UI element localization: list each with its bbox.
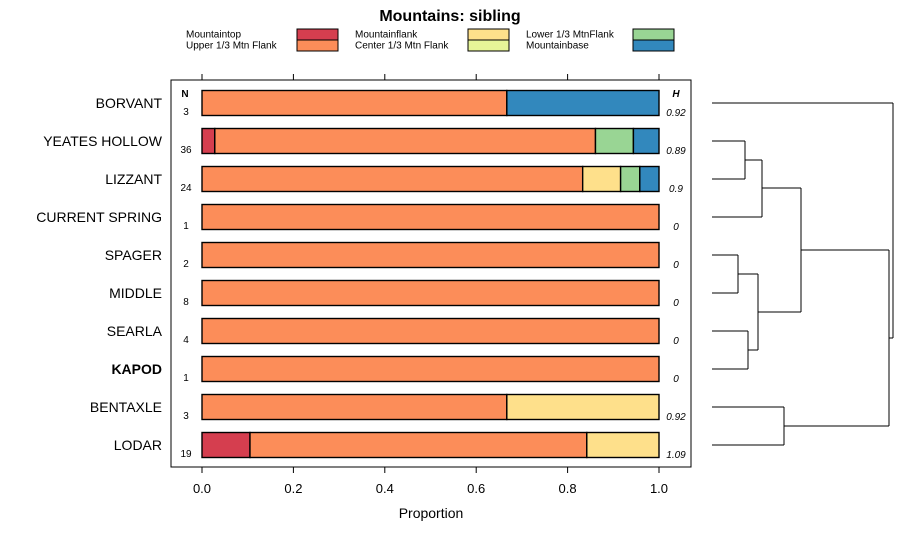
legend-label-mountaintop: Mountaintop — [186, 30, 241, 41]
x-tick-label: 0.2 — [284, 481, 302, 496]
n-value-current-spring: 1 — [183, 221, 189, 232]
h-value-kapod: 0 — [673, 374, 679, 385]
row-label-middle: MIDDLE — [109, 285, 162, 301]
bar-segment-middle-upper-1-3-mtn-flank — [201, 279, 660, 307]
n-value-middle: 8 — [183, 297, 189, 308]
row-label-searla: SEARLA — [107, 323, 163, 339]
bar-segment-lizzant-mountainflank — [581, 165, 622, 193]
legend-swatch-center-1-3-mtn-flank — [467, 39, 510, 52]
row-label-kapod: KAPOD — [111, 361, 162, 377]
bar-segment-yeates-hollow-lower-1-3-mtnflank — [594, 127, 635, 155]
row-label-lizzant: LIZZANT — [105, 171, 162, 187]
n-value-lizzant: 24 — [180, 183, 192, 194]
bar-segment-lodar-mountainflank — [586, 431, 660, 459]
n-value-searla: 4 — [183, 335, 189, 346]
x-tick-label: 0.6 — [467, 481, 485, 496]
legend-swatch-upper-1-3-mtn-flank — [296, 39, 339, 52]
bar-segment-lizzant-mountainbase — [639, 165, 660, 193]
bar-segment-kapod-upper-1-3-mtn-flank — [201, 355, 660, 383]
x-tick-label: 0.0 — [193, 481, 211, 496]
legend-swatch-mountainflank — [467, 28, 510, 41]
legend-label-upper-1-3-mtn-flank: Upper 1/3 Mtn Flank — [186, 41, 278, 52]
x-axis-title: Proportion — [399, 505, 464, 521]
bar-segment-spager-upper-1-3-mtn-flank — [201, 241, 660, 269]
h-value-lodar: 1.09 — [666, 450, 686, 461]
plot-frame — [170, 79, 692, 468]
bar-segment-borvant-mountainbase — [506, 89, 660, 117]
x-tick-label: 1.0 — [650, 481, 668, 496]
x-axis: 0.0 0.2 0.4 0.6 0.8 1.0 — [193, 74, 668, 496]
n-value-lodar: 19 — [180, 449, 192, 460]
row-label-borvant: BORVANT — [96, 95, 163, 111]
legend-label-mountainflank: Mountainflank — [355, 30, 418, 41]
bar-segment-yeates-hollow-mountainbase — [632, 127, 660, 155]
h-column-header: H — [672, 89, 680, 100]
h-value-borvant: 0.92 — [666, 108, 686, 119]
h-value-lizzant: 0.9 — [669, 184, 683, 195]
row-label-spager: SPAGER — [105, 247, 162, 263]
h-value-yeates-hollow: 0.89 — [666, 146, 686, 157]
bar-segment-lodar-mountaintop — [201, 431, 251, 459]
x-tick-label: 0.4 — [376, 481, 394, 496]
h-value-bentaxle: 0.92 — [666, 412, 686, 423]
n-value-yeates-hollow: 36 — [180, 145, 192, 156]
h-value-middle: 0 — [673, 298, 679, 309]
n-value-borvant: 3 — [183, 107, 189, 118]
legend-swatch-mountaintop — [296, 28, 339, 41]
legend-label-lower-1-3-mtnflank: Lower 1/3 MtnFlank — [526, 30, 615, 41]
row-label-bentaxle: BENTAXLE — [90, 399, 162, 415]
chart-title: Mountains: sibling — [379, 8, 520, 25]
bar-segment-searla-upper-1-3-mtn-flank — [201, 317, 660, 345]
row-label-lodar: LODAR — [114, 437, 162, 453]
h-value-searla: 0 — [673, 336, 679, 347]
bar-segment-current-spring-upper-1-3-mtn-flank — [201, 203, 660, 231]
legend-label-center-1-3-mtn-flank: Center 1/3 Mtn Flank — [355, 41, 449, 52]
n-value-bentaxle: 3 — [183, 411, 189, 422]
legend-swatch-mountainbase — [632, 39, 675, 52]
h-value-spager: 0 — [673, 260, 679, 271]
bar-segment-borvant-upper-1-3-mtn-flank — [201, 89, 508, 117]
bar-segment-lizzant-lower-1-3-mtnflank — [619, 165, 641, 193]
dendrogram — [712, 102, 894, 446]
row-label-yeates-hollow: YEATES HOLLOW — [43, 133, 163, 149]
bar-segment-yeates-hollow-upper-1-3-mtn-flank — [214, 127, 597, 155]
row-label-current-spring: CURRENT SPRING — [36, 209, 162, 225]
h-value-current-spring: 0 — [673, 222, 679, 233]
legend-label-mountainbase: Mountainbase — [526, 41, 589, 52]
bar-segment-bentaxle-upper-1-3-mtn-flank — [201, 393, 508, 421]
bar-segment-lizzant-upper-1-3-mtn-flank — [201, 165, 584, 193]
bar-segment-lodar-upper-1-3-mtn-flank — [249, 431, 588, 459]
legend-swatch-lower-1-3-mtnflank — [632, 28, 675, 41]
bar-segment-bentaxle-mountainflank — [506, 393, 660, 421]
n-column-header: N — [181, 89, 188, 100]
n-value-spager: 2 — [183, 259, 189, 270]
n-value-kapod: 1 — [183, 373, 189, 384]
bar-segment-yeates-hollow-mountaintop — [201, 127, 216, 155]
x-tick-label: 0.8 — [559, 481, 577, 496]
